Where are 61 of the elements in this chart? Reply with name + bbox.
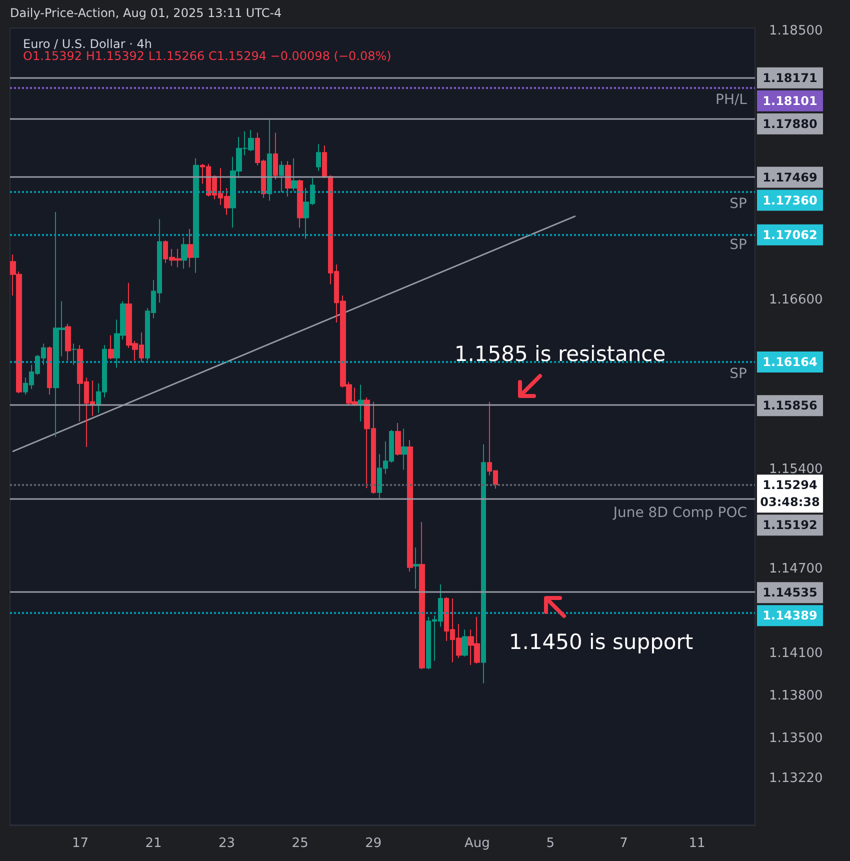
candlestick <box>481 444 486 684</box>
ref-line-label: 1.15294 03:48:38 <box>760 478 820 510</box>
x-tick-label: Aug <box>464 836 490 851</box>
candlestick <box>267 120 272 202</box>
ref-line-label: 1.15856 <box>762 398 818 413</box>
ref-line-label: 1.18101 <box>762 94 818 108</box>
candlestick <box>279 160 284 193</box>
x-tick-label: 5 <box>546 836 555 851</box>
x-tick-label: 21 <box>145 836 162 851</box>
y-tick-label: 1.13220 <box>769 770 823 786</box>
candlestick <box>407 439 413 572</box>
candlestick <box>273 132 278 180</box>
candlestick <box>395 422 401 456</box>
ref-line-label: 1.17360 <box>762 193 818 208</box>
text: Euro / U.S. Dollar · 4h <box>23 37 152 51</box>
y-tick-label: 1.13500 <box>769 731 823 746</box>
text: O1.15392 H1.15392 L1.15266 C1.15294 −0.00098 (−0.08%) <box>23 49 392 63</box>
text: Daily-Price-Action, Aug 01, 2025 13:11 UTC-4 <box>10 6 282 20</box>
x-tick-label: 25 <box>292 836 308 851</box>
candlestick <box>401 428 407 470</box>
candlestick <box>187 228 193 268</box>
annotation: PH/L <box>716 92 748 108</box>
annotation: June 8D Comp POC <box>612 505 748 521</box>
ref-line-label: 1.17469 <box>762 170 818 184</box>
y-tick-label: 1.14700 <box>769 561 823 576</box>
x-tick-label: 7 <box>620 836 628 851</box>
x-tick-label: 23 <box>218 836 236 851</box>
y-tick-label: 1.13800 <box>769 688 823 704</box>
candlestick <box>291 158 297 192</box>
y-tick-label: 1.18500 <box>769 23 823 38</box>
candlestick <box>413 547 419 590</box>
annotation: SP <box>730 196 747 212</box>
ref-line-label: 1.18171 <box>762 70 818 85</box>
y-tick-label: 1.15400 <box>769 462 823 478</box>
candlestick <box>47 346 52 396</box>
x-tick-label: 17 <box>72 836 88 851</box>
y-tick-label: 1.14100 <box>769 646 823 662</box>
x-tick-label: 11 <box>688 836 706 851</box>
candlestick <box>419 522 425 670</box>
ref-line-label: 1.14389 <box>762 608 818 623</box>
candlestick <box>181 237 187 270</box>
ref-line-label: 1.17880 <box>762 116 818 131</box>
candlestick <box>285 160 291 197</box>
candlestick <box>65 323 71 362</box>
y-tick-label: 1.16600 <box>769 292 823 308</box>
candlestick <box>358 384 364 422</box>
ref-line-label: 1.16164 <box>762 355 818 370</box>
candlestick <box>316 144 321 172</box>
x-tick-label: 29 <box>365 836 382 851</box>
ref-line-label: 1.15192 <box>762 518 818 532</box>
annotation: 1.1450 is support <box>508 630 694 654</box>
candlestick <box>108 334 114 360</box>
candlestick <box>297 178 303 228</box>
annotation: 1.1585 is resistance <box>454 342 666 366</box>
annotation: SP <box>730 237 747 253</box>
annotation: SP <box>730 366 747 382</box>
ref-line-label: 1.17062 <box>762 228 818 242</box>
candlestick <box>462 629 468 658</box>
candlestick <box>193 158 199 274</box>
ref-line-label: 1.14535 <box>762 586 818 600</box>
candlestick <box>71 343 77 366</box>
